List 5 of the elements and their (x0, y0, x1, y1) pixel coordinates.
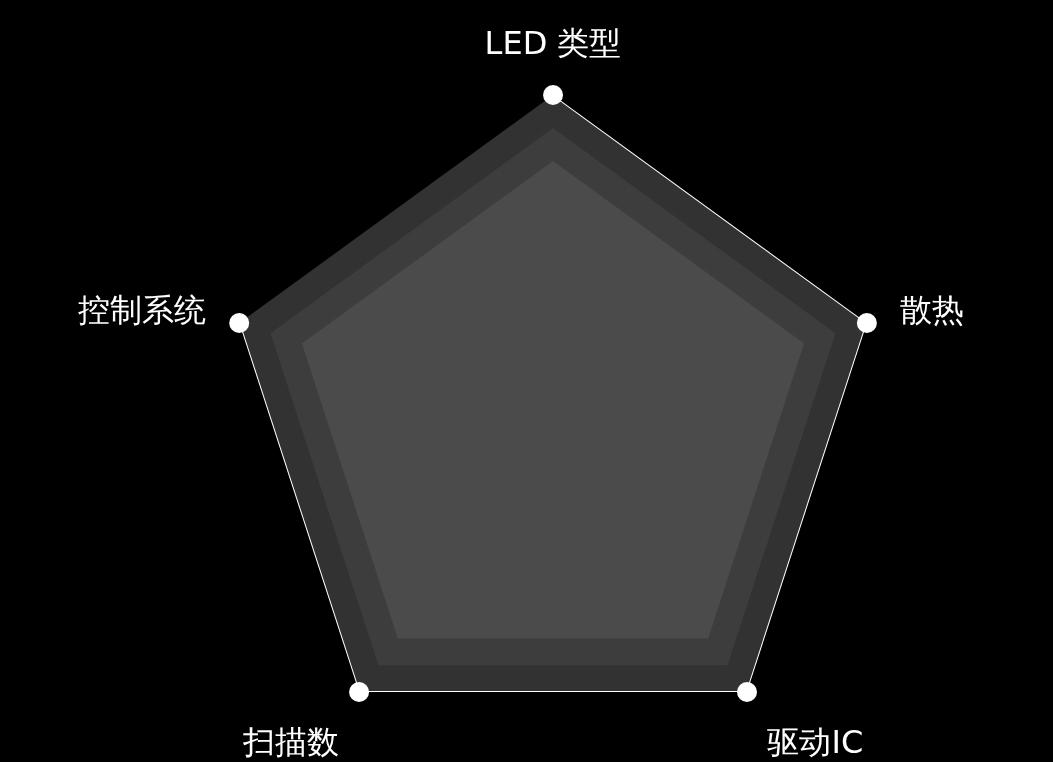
spoke-label: LED 类型 (484, 23, 622, 62)
spoke-label: 散热 (900, 290, 965, 329)
spoke-label: 驱动IC (767, 722, 864, 761)
spoke-label: 控制系统 (78, 290, 207, 329)
spoke-label: 扫描数 (241, 722, 339, 761)
